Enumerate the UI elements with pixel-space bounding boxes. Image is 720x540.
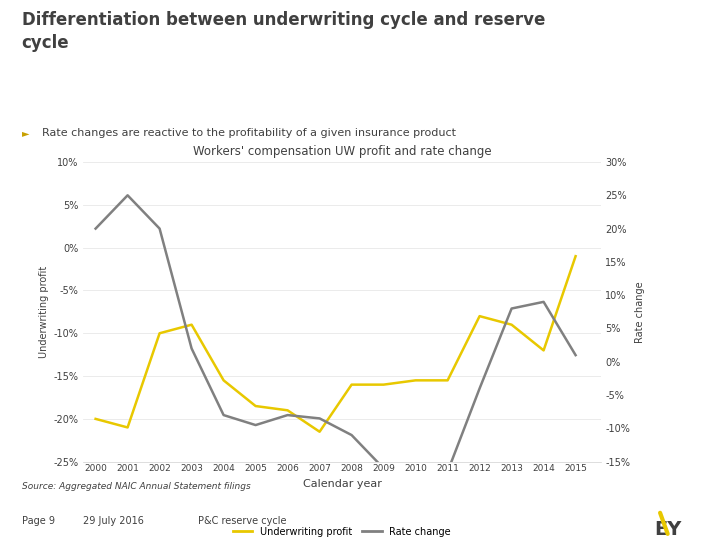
Text: Rate changes are reactive to the profitability of a given insurance product: Rate changes are reactive to the profita…	[42, 128, 456, 138]
Y-axis label: Rate change: Rate change	[634, 281, 644, 343]
Text: Differentiation between underwriting cycle and reserve
cycle: Differentiation between underwriting cyc…	[22, 11, 545, 52]
Title: Workers' compensation UW profit and rate change: Workers' compensation UW profit and rate…	[193, 145, 491, 158]
Legend: Underwriting profit, Rate change: Underwriting profit, Rate change	[229, 523, 455, 540]
X-axis label: Calendar year: Calendar year	[302, 479, 382, 489]
Text: Page 9: Page 9	[22, 516, 55, 526]
Text: EY: EY	[654, 520, 681, 539]
Text: P&C reserve cycle: P&C reserve cycle	[197, 516, 286, 526]
Text: Source: Aggregated NAIC Annual Statement filings: Source: Aggregated NAIC Annual Statement…	[22, 483, 251, 491]
Y-axis label: Underwriting profit: Underwriting profit	[40, 266, 50, 358]
Text: ►: ►	[22, 128, 29, 138]
Text: 29 July 2016: 29 July 2016	[83, 516, 143, 526]
